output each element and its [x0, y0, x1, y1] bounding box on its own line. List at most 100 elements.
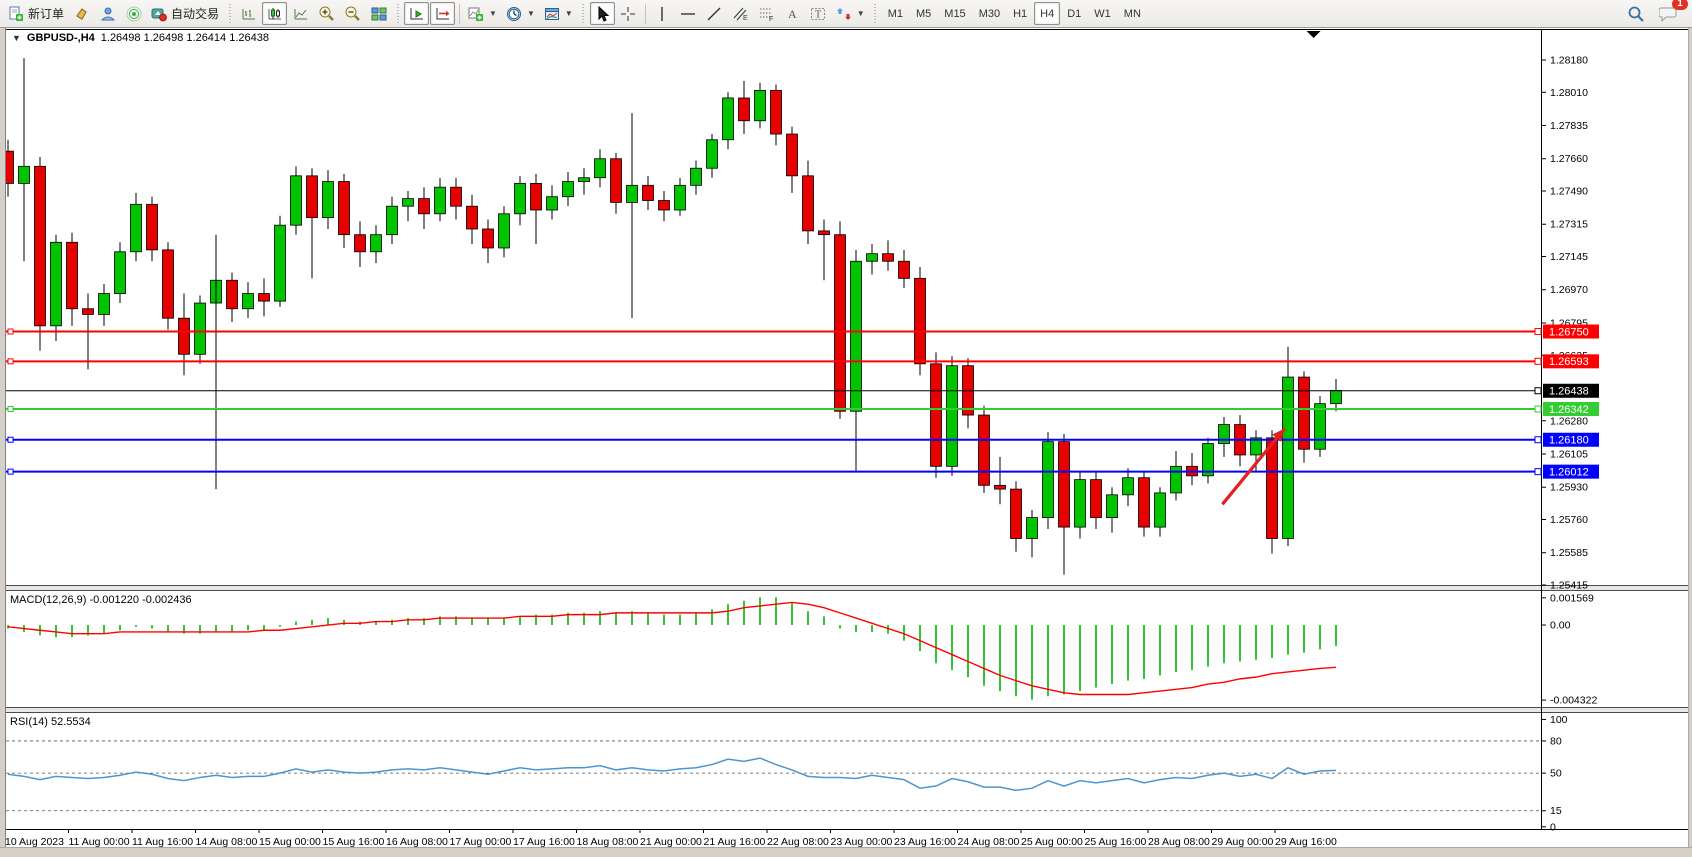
symbol-period-label: GBPUSD-,H4: [26, 32, 95, 44]
channel-icon: E: [733, 7, 748, 22]
tab-timeframe-w1[interactable]: W1: [1094, 7, 1111, 20]
badge-anchor: [1534, 357, 1542, 365]
panel-splitter: [0, 707, 1692, 713]
time-tick-label: 18 Aug 08:00: [577, 836, 639, 848]
chart-canvas[interactable]: 1.28180 1.28010 1.27835 1.27660 1.27490 1.273…: [0, 28, 1692, 857]
chart-shift-icon: [436, 7, 450, 19]
candle-body: [626, 184, 638, 203]
candle-body: [130, 203, 142, 253]
tab-timeframe-h4[interactable]: H4: [1034, 2, 1061, 25]
candle-body: [482, 228, 494, 249]
candles-chart-icon: [268, 7, 281, 19]
text-button[interactable]: A: [780, 2, 805, 25]
price-badge: [1543, 324, 1599, 339]
new-order-icon: [9, 6, 23, 21]
bar-chart-button[interactable]: [236, 2, 261, 25]
candlestick-chart-button[interactable]: [262, 2, 288, 25]
candle-body: [242, 293, 254, 310]
clear-button[interactable]: [69, 2, 94, 25]
arrows-button[interactable]: ▼: [832, 2, 869, 25]
rsi-tick-label: 15: [1550, 805, 1562, 817]
badge-anchor: [1534, 405, 1542, 413]
price-badge: [1543, 401, 1599, 416]
time-tick-label: 25 Aug 16:00: [1085, 836, 1147, 848]
candle-body: [658, 200, 670, 211]
trend-arrow-head: [1272, 428, 1285, 442]
time-tick-label: 21 Aug 00:00: [640, 836, 702, 848]
time-tick-label: 15 Aug 16:00: [323, 836, 385, 848]
line-handle: [7, 328, 14, 335]
cursor-icon: [598, 5, 610, 22]
candle-body: [1074, 479, 1086, 528]
candle-body: [226, 279, 238, 310]
one-click-dropdown-icon[interactable]: ▼: [12, 33, 21, 43]
candle-body: [1058, 441, 1070, 528]
signal-icon: [126, 6, 142, 21]
tile-windows-button[interactable]: [366, 2, 391, 25]
candle-body: [882, 253, 894, 262]
macd-signal-line: [7, 601, 1337, 696]
zoom-out-icon: [345, 6, 360, 21]
candle-body: [306, 175, 318, 218]
periods-button[interactable]: ▼: [502, 2, 539, 25]
horizontal-line-button[interactable]: [676, 2, 701, 25]
chart-shift-button[interactable]: [430, 2, 456, 25]
tab-timeframe-m30[interactable]: M30: [978, 7, 1001, 20]
price-badge: [1543, 432, 1599, 447]
candle-body: [66, 241, 78, 310]
rsi-indicator-label: RSI(14) 52.5534: [10, 716, 91, 728]
tab-timeframe-h1[interactable]: H1: [1013, 7, 1028, 20]
templates-button[interactable]: ▼: [540, 2, 577, 25]
time-tick-label: 11 Aug 00:00: [69, 836, 130, 848]
signal-button[interactable]: [121, 2, 146, 25]
candle-body: [370, 234, 382, 253]
candle-body: [1042, 441, 1054, 518]
candle-body: [898, 260, 910, 279]
text-label-button[interactable]: T: [806, 2, 831, 25]
line-handle: [7, 436, 14, 443]
time-tick-label: 21 Aug 16:00: [704, 836, 766, 848]
equidistant-channel-button[interactable]: E: [728, 2, 753, 25]
candle-body: [1330, 389, 1342, 405]
arrows-icon: [836, 7, 851, 20]
cursor-button[interactable]: [589, 2, 615, 25]
price-tick-label: 1.27315: [1550, 219, 1588, 231]
time-tick-label: 25 Aug 00:00: [1021, 836, 1083, 848]
auto-scroll-button[interactable]: [404, 2, 430, 25]
time-tick-label: 17 Aug 00:00: [450, 836, 512, 848]
price-tick-label: 1.26280: [1550, 415, 1588, 427]
candle-body: [690, 167, 702, 186]
candle-body: [1266, 437, 1278, 539]
chat-button[interactable]: 1: [1655, 0, 1688, 25]
new-order-button[interactable]: 新订单: [4, 2, 68, 25]
profile-button[interactable]: [95, 2, 120, 25]
tab-timeframe-m15[interactable]: M15: [944, 7, 966, 20]
fibonacci-button[interactable]: F: [754, 2, 779, 25]
candle-body: [1106, 494, 1118, 518]
price-badge: [1543, 383, 1599, 398]
price-tick-label: 1.27145: [1550, 251, 1588, 263]
chart-window: 1.28180 1.28010 1.27835 1.27660 1.27490 1.273…: [0, 28, 1692, 857]
tab-timeframe-mn[interactable]: MN: [1123, 7, 1141, 20]
time-tick-label: 11 Aug 16:00: [132, 836, 193, 848]
indicators-icon: [468, 7, 484, 21]
zoom-out-button[interactable]: [340, 2, 365, 25]
tab-timeframe-d1[interactable]: D1: [1067, 7, 1082, 20]
tab-timeframe-m5[interactable]: M5: [916, 7, 932, 20]
macd-tick-label: 0.00: [1550, 620, 1571, 632]
candle-body: [418, 198, 430, 215]
crosshair-button[interactable]: [616, 2, 641, 25]
vertical-line-button[interactable]: [650, 2, 675, 25]
line-chart-button[interactable]: [288, 2, 313, 25]
tab-timeframe-m1[interactable]: M1: [887, 7, 903, 20]
toolbar-separator: [459, 3, 461, 24]
candle-body: [834, 234, 846, 412]
auto-trading-button[interactable]: 自动交易: [147, 2, 223, 25]
zoom-in-button[interactable]: [314, 2, 339, 25]
svg-text:F: F: [769, 16, 773, 22]
trendline-button[interactable]: [702, 2, 727, 25]
panel-splitter: [0, 585, 1692, 591]
search-button[interactable]: [1623, 2, 1649, 25]
time-tick-label: 23 Aug 16:00: [894, 836, 956, 848]
indicators-button[interactable]: ▼: [464, 2, 501, 25]
